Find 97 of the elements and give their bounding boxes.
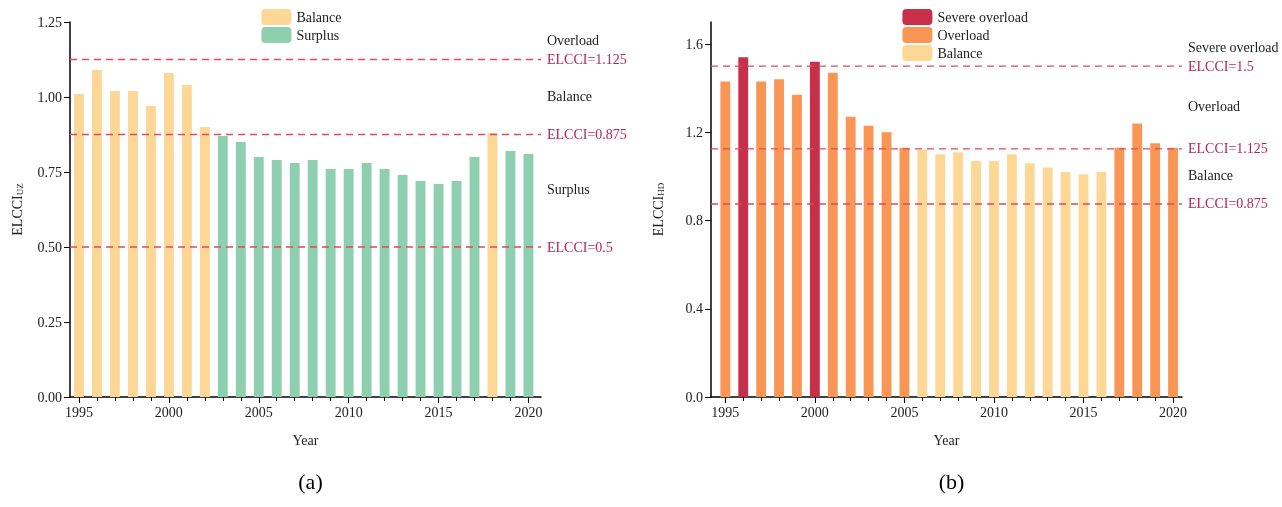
x-tick-label: 2020 [1159, 404, 1188, 420]
bar [1150, 143, 1161, 397]
bar [74, 94, 84, 397]
x-tick-label: 2000 [154, 404, 183, 420]
bar [774, 79, 784, 397]
bar [1060, 172, 1071, 397]
x-axis-title: Year [933, 432, 960, 448]
x-tick-label: 2020 [514, 404, 543, 420]
bar [1024, 163, 1035, 397]
bar [217, 136, 228, 397]
bar [451, 181, 462, 397]
text: Surplus [547, 182, 590, 198]
bar [523, 154, 534, 397]
x-tick-label: 1995 [64, 404, 93, 420]
y-tick-label: 0.25 [37, 314, 62, 330]
text: Balance [1188, 167, 1234, 183]
bar [971, 160, 981, 397]
x-tick-label: 1995 [711, 404, 740, 420]
bar [756, 81, 767, 397]
bar [289, 163, 300, 397]
ref-line-label: ELCCI=1.125 [547, 52, 627, 67]
bar [989, 160, 999, 397]
bar [361, 163, 372, 397]
bar [720, 81, 731, 397]
bar [397, 175, 408, 397]
bar [343, 169, 354, 397]
bar [307, 160, 318, 397]
x-tick-label: 2010 [334, 404, 363, 420]
bar [809, 61, 820, 397]
bar [881, 132, 892, 397]
bar [235, 142, 246, 397]
bar [199, 127, 210, 397]
text: Overload [1188, 98, 1241, 114]
x-axis-title: Year [292, 432, 319, 448]
y-tick-label: 0.4 [685, 301, 703, 317]
y-tick-label: 1.6 [685, 36, 703, 52]
bar [145, 106, 156, 397]
bar [845, 116, 856, 397]
ref-line-label: ELCCI=0.875 [547, 127, 627, 142]
ref-line-label: ELCCI=0.875 [1188, 196, 1268, 212]
y-tick-label: 1.25 [37, 14, 62, 30]
text: Severe overload [1188, 39, 1279, 55]
ref-line-label: ELCCI=1.5 [1188, 58, 1254, 74]
bar [379, 169, 390, 397]
x-tick-label: 2000 [800, 404, 829, 420]
legend-label: Overload [937, 27, 990, 43]
x-tick-label: 2015 [424, 404, 453, 420]
y-tick-label: 1.2 [685, 124, 703, 140]
bar [433, 184, 444, 397]
bar [1042, 167, 1053, 397]
bar [1096, 172, 1107, 397]
legend-label: Balance [296, 9, 342, 25]
bar [163, 73, 174, 397]
bar [953, 152, 964, 397]
bar [863, 125, 874, 397]
ref-line-label: ELCCI=0.5 [547, 239, 613, 255]
bar [271, 160, 282, 397]
x-tick-label: 2015 [1069, 404, 1098, 420]
y-tick-label: 0.8 [685, 213, 703, 229]
legend-label: Surplus [296, 27, 340, 43]
bar [253, 157, 264, 397]
bar [181, 85, 192, 397]
y-tick-label: 0.00 [37, 389, 62, 405]
bar [1078, 174, 1089, 397]
bar [1132, 123, 1143, 397]
bar [935, 154, 946, 397]
bar [505, 151, 516, 397]
y-tick-label: 0.0 [685, 389, 703, 405]
bar [1006, 154, 1017, 397]
bar [738, 57, 749, 397]
y-axis-title: ELCCIUZ [9, 183, 25, 236]
bar [1114, 147, 1125, 397]
x-tick-label: 2010 [979, 404, 1008, 420]
bar [110, 91, 120, 397]
y-tick-label: 0.50 [37, 239, 62, 255]
ref-line-label: ELCCI=1.125 [1188, 141, 1268, 157]
bar [469, 157, 480, 397]
bar [92, 70, 102, 397]
text: (b) [938, 468, 965, 494]
bar [487, 133, 498, 397]
bar [325, 169, 336, 397]
legend-label: Severe overload [937, 9, 1028, 25]
bar [127, 91, 138, 397]
text: Balance [547, 88, 593, 104]
legend-label: Balance [937, 45, 983, 61]
bar [917, 149, 928, 397]
bar [1168, 147, 1178, 397]
y-tick-label: 0.75 [37, 164, 62, 180]
bar [792, 94, 802, 397]
bar [899, 147, 910, 397]
text: (a) [298, 468, 323, 494]
x-tick-label: 2005 [890, 404, 919, 420]
y-tick-label: 1.00 [37, 89, 62, 105]
x-tick-label: 2005 [244, 404, 273, 420]
bar [415, 181, 426, 397]
text: Overload [547, 33, 600, 48]
bar [827, 72, 838, 397]
